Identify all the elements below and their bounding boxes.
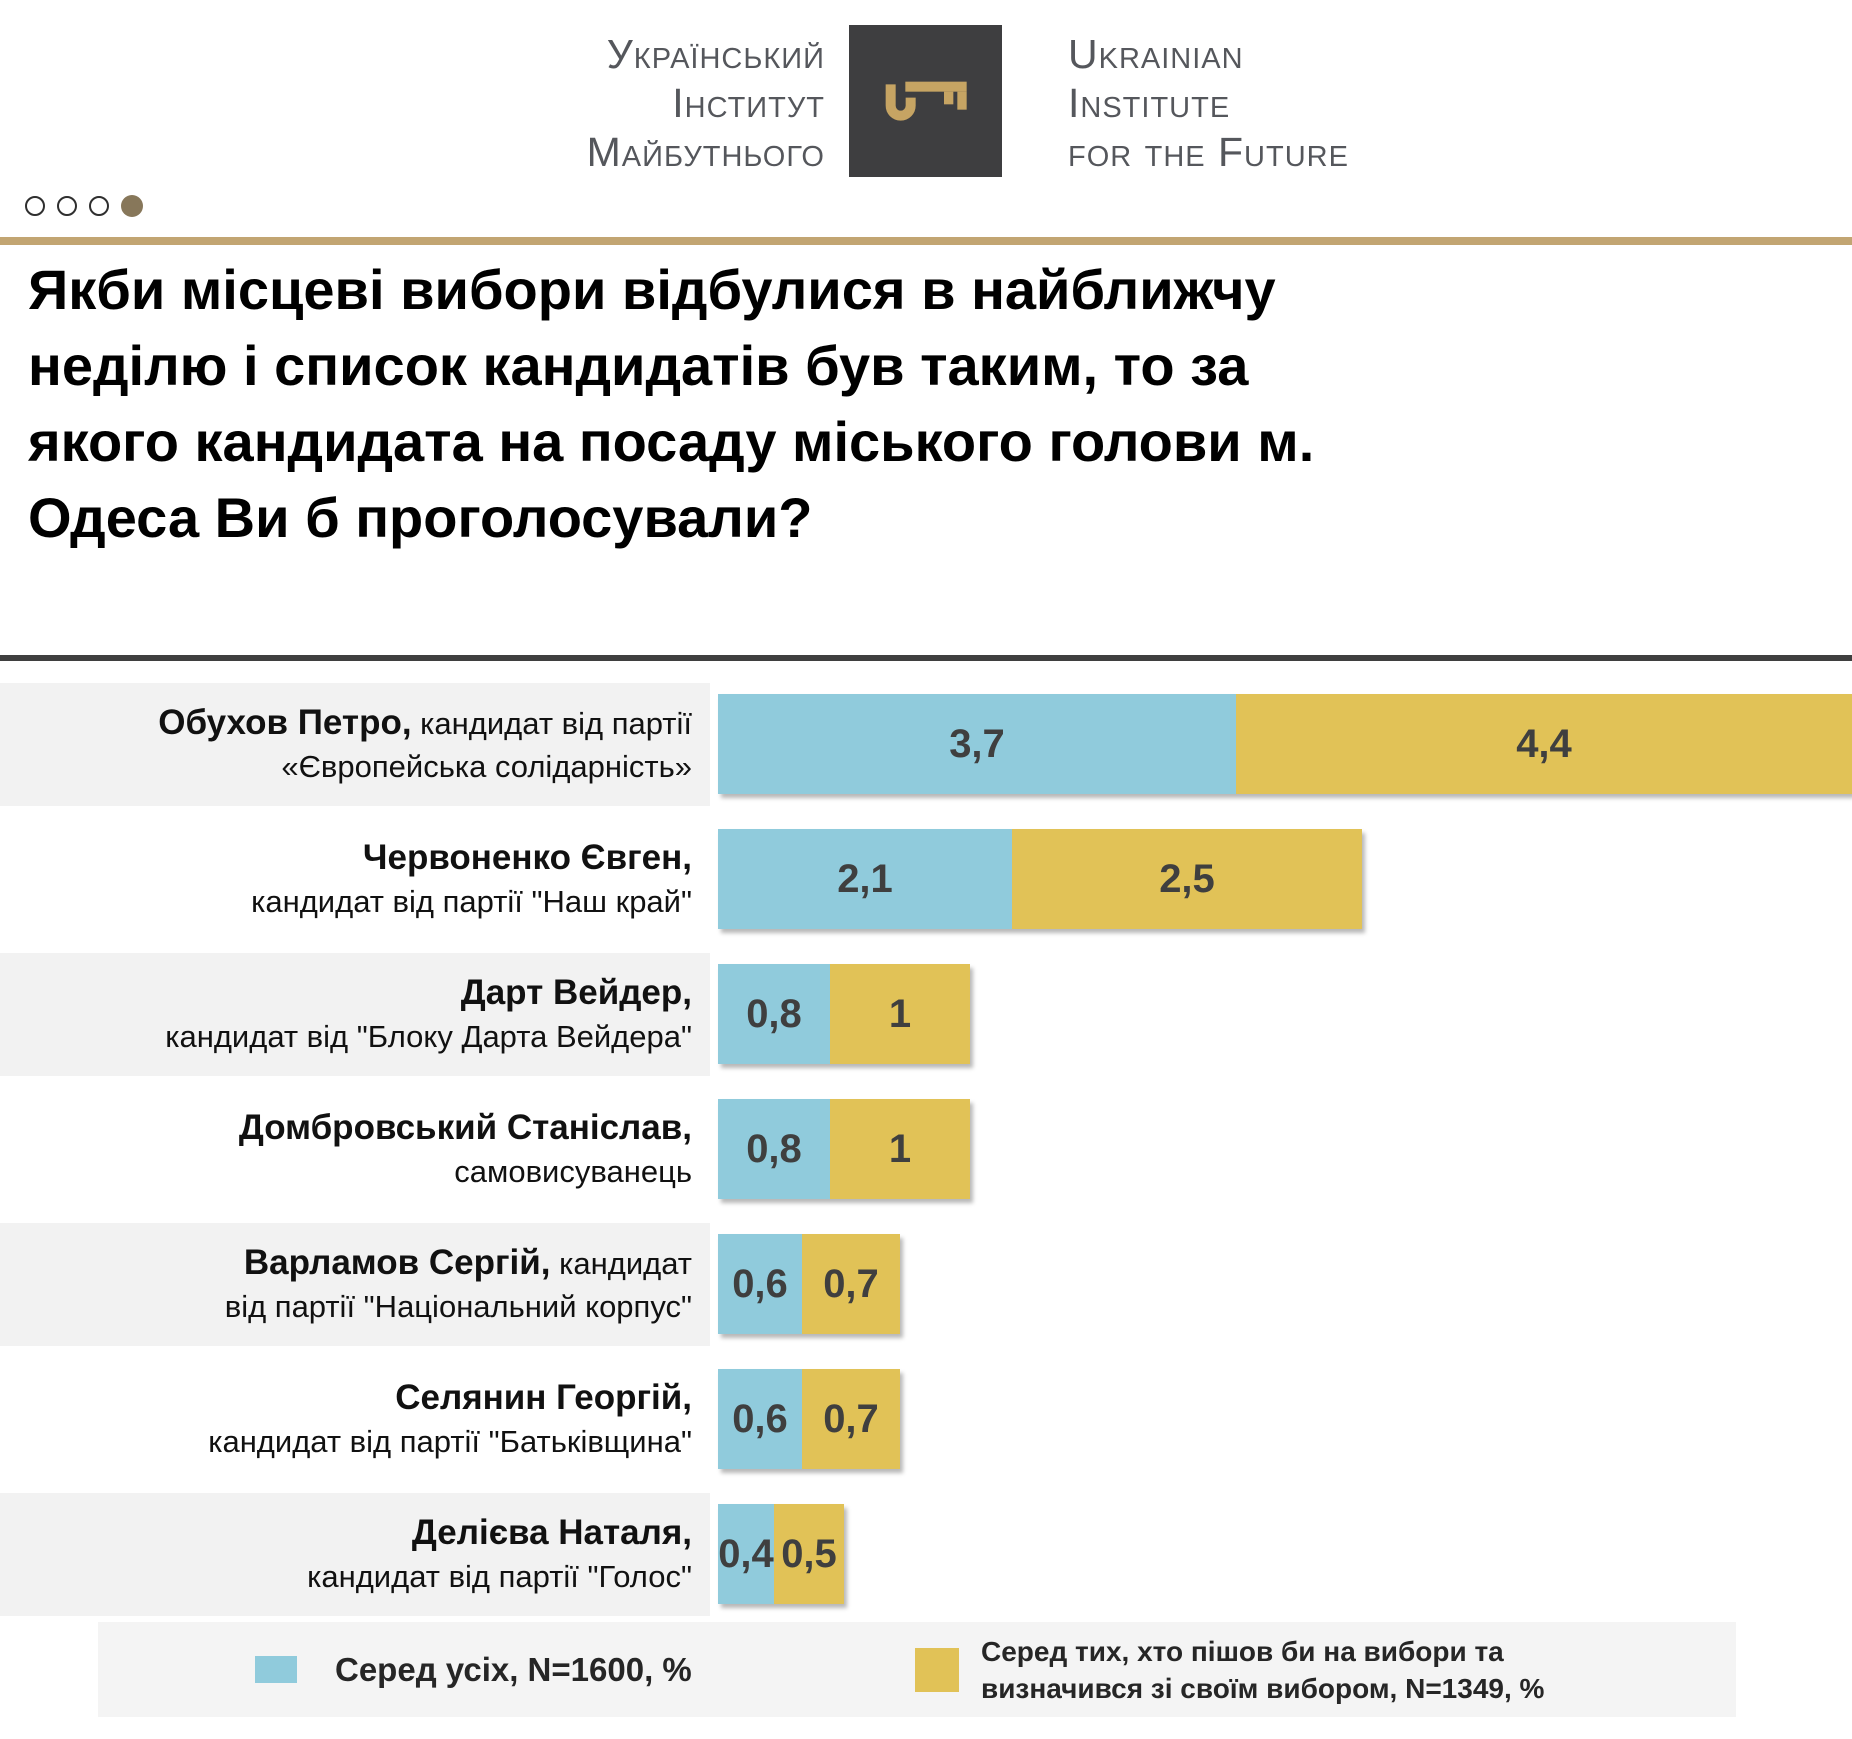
chart-row: Червоненко Євген, кандидат від партії "На… [0, 818, 1852, 941]
brand-line: Український [606, 31, 825, 77]
bar-segment-all: 0,8 [718, 964, 830, 1064]
legend-label: Серед тих, хто пішов би на вибори та виз… [981, 1635, 1545, 1704]
bar-group: 0,4 0,5 [718, 1504, 844, 1604]
bar-value-label: 2,1 [837, 856, 893, 901]
title-line: Одеса Ви б проголосували? [28, 486, 813, 549]
bar-group: 2,1 2,5 [718, 829, 1362, 929]
pagination-dot[interactable] [89, 196, 109, 216]
bar-value-label: 0,5 [781, 1531, 837, 1576]
title-line: якого кандидата на посаду міського голов… [28, 410, 1315, 473]
bar-value-label: 0,7 [823, 1261, 879, 1306]
candidate-label-line: Селянин Георгій, [395, 1378, 692, 1417]
title-line: неділю і список кандидатів був таким, то… [28, 334, 1249, 397]
bar-segment-decided: 0,7 [802, 1234, 900, 1334]
brand-name-ukrainian: Український Інститут Майбутнього [587, 30, 825, 177]
bar-segment-decided: 0,7 [802, 1369, 900, 1469]
chart-row: Делієва Наталя, кандидат від партії "Голо… [0, 1493, 1852, 1616]
candidate-label-line: Домбровський Станіслав, [238, 1108, 692, 1147]
bar-segment-all: 2,1 [718, 829, 1012, 929]
gold-divider [0, 237, 1852, 245]
brand-logo [849, 25, 1002, 177]
bar-value-label: 0,7 [823, 1396, 879, 1441]
bar-segment-decided: 2,5 [1012, 829, 1362, 929]
bar-group: 0,8 1 [718, 964, 970, 1064]
candidate-label-line: Дарт Вейдер, [460, 973, 692, 1012]
bar-value-label: 0,4 [718, 1531, 774, 1576]
bar-value-label: 4,4 [1516, 721, 1572, 766]
dark-divider [0, 655, 1852, 661]
title-line: Якби місцеві вибори відбулися в найближч… [28, 258, 1276, 321]
brand-line: Інститут [672, 80, 825, 126]
slide-pagination [25, 194, 143, 218]
chart-row: Домбровський Станіслав, самовисуванець 0,8… [0, 1088, 1852, 1211]
chart-row: Селянин Георгій, кандидат від партії "Бат… [0, 1358, 1852, 1481]
page-title: Якби місцеві вибори відбулися в найближч… [28, 252, 1314, 556]
bar-segment-decided: 1 [830, 1099, 970, 1199]
candidate-label: Обухов Петро, кандидат від партії «Європе… [0, 683, 710, 806]
bar-segment-decided: 4,4 [1236, 694, 1852, 794]
bar-value-label: 1 [888, 1126, 912, 1171]
chart-row: Дарт Вейдер, кандидат від "Блоку Дарта Ве… [0, 953, 1852, 1076]
candidate-label-line: Делієва Наталя, [411, 1513, 692, 1552]
legend-swatch-decided [915, 1647, 959, 1692]
candidate-label: Селянин Георгій, кандидат від партії "Бат… [0, 1358, 710, 1481]
brand-line: Institute [1068, 80, 1231, 126]
bar-segment-decided: 0,5 [774, 1504, 844, 1604]
candidate-label-line: кандидат від партії "Голос" [307, 1559, 692, 1594]
candidate-label-line: самовисуванець [454, 1154, 692, 1189]
chart-row: Варламов Сергій, кандидат від партії "Нац… [0, 1223, 1852, 1346]
legend-item-decided: Серед тих, хто пішов би на вибори та виз… [915, 1633, 1621, 1707]
pagination-dot[interactable] [25, 196, 45, 216]
brand-line: Ukrainian [1068, 31, 1244, 77]
candidate-label: Делієва Наталя, кандидат від партії "Голо… [0, 1493, 710, 1616]
bar-segment-all: 0,4 [718, 1504, 774, 1604]
legend-swatch-all [255, 1656, 297, 1683]
pagination-dot-active[interactable] [121, 195, 143, 217]
brand-line: for the Future [1068, 129, 1349, 175]
bar-value-label: 0,8 [746, 1126, 802, 1171]
bar-segment-all: 0,6 [718, 1369, 802, 1469]
bar-segment-all: 3,7 [718, 694, 1236, 794]
candidate-label: Дарт Вейдер, кандидат від "Блоку Дарта Ве… [0, 953, 710, 1076]
legend-label: Серед усіх, N=1600, % [335, 1650, 692, 1688]
candidate-label-line: кандидат від партії "Наш край" [251, 884, 692, 919]
candidate-label-line: кандидат від партії "Батьківщина" [208, 1424, 692, 1459]
bar-value-label: 1 [888, 991, 912, 1036]
brand-line: Майбутнього [586, 129, 825, 175]
bar-value-label: 2,5 [1159, 856, 1215, 901]
bar-group: 3,7 4,4 [718, 694, 1852, 794]
bar-value-label: 3,7 [949, 721, 1005, 766]
key-icon [876, 72, 976, 131]
bar-group: 0,8 1 [718, 1099, 970, 1199]
bar-chart: Обухов Петро, кандидат від партії «Європе… [0, 683, 1852, 1628]
candidate-label: Домбровський Станіслав, самовисуванець [0, 1088, 710, 1211]
candidate-label-line: Варламов Сергій, кандидат [243, 1243, 692, 1282]
legend-item-all: Серед усіх, N=1600, % [255, 1651, 765, 1689]
bar-segment-all: 0,6 [718, 1234, 802, 1334]
bar-group: 0,6 0,7 [718, 1234, 900, 1334]
candidate-label: Варламов Сергій, кандидат від партії "Нац… [0, 1223, 710, 1346]
bar-value-label: 0,8 [746, 991, 802, 1036]
chart-row: Обухов Петро, кандидат від партії «Європе… [0, 683, 1852, 806]
chart-legend: Серед усіх, N=1600, % Серед тих, хто піш… [98, 1622, 1736, 1717]
bar-segment-decided: 1 [830, 964, 970, 1064]
candidate-label-line: Червоненко Євген, [362, 838, 692, 877]
bar-group: 0,6 0,7 [718, 1369, 900, 1469]
bar-value-label: 0,6 [732, 1396, 788, 1441]
candidate-label-line: «Європейська солідарність» [281, 749, 692, 784]
candidate-label-line: від партії "Національний корпус" [224, 1289, 692, 1324]
pagination-dot[interactable] [57, 196, 77, 216]
brand-name-english: Ukrainian Institute for the Future [1068, 30, 1349, 177]
candidate-label-line: кандидат від "Блоку Дарта Вейдера" [165, 1019, 692, 1054]
candidate-label: Червоненко Євген, кандидат від партії "На… [0, 818, 710, 941]
bar-segment-all: 0,8 [718, 1099, 830, 1199]
candidate-label-line: Обухов Петро, кандидат від партії [158, 703, 692, 742]
bar-value-label: 0,6 [732, 1261, 788, 1306]
